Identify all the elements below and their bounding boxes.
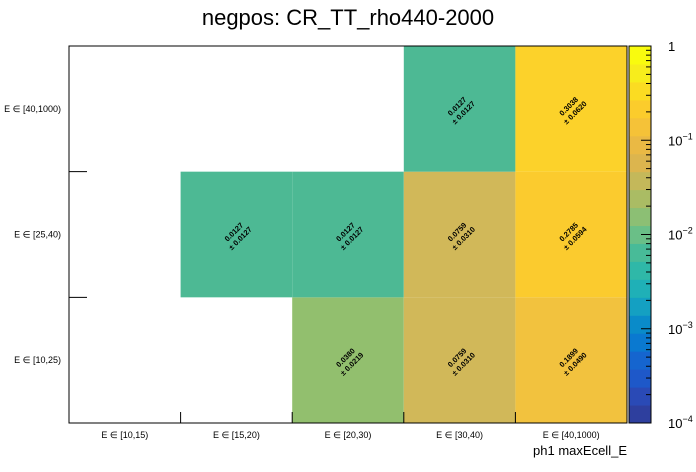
colorbar-tick-label: 10−4 [668,414,693,431]
colorbar-band [629,117,651,137]
colorbar-band [629,261,651,280]
colorbar-band [629,387,651,406]
heatmap-cell [515,171,627,298]
colorbar-tick-base: 1 [668,39,675,54]
heatmap-cell [292,171,404,298]
colorbar-band [629,351,651,370]
axes: E ∈ [10,15) E ∈ [15,20) E ∈ [20,30) E ∈ [30… [4,45,628,440]
colorbar-band [629,171,651,191]
heatmap-cell [515,297,627,423]
colorbar-tick-label: 10−2 [668,226,693,243]
heatmap-cell [403,297,516,423]
colorbar-tick-base: 10 [668,416,682,431]
colorbar-tick-base: 10 [668,228,682,243]
colorbar-band [629,189,651,209]
chart-title: negpos: CR_TT_rho440-2000 [202,5,494,30]
colorbar-band [629,315,651,334]
colorbar-band [629,63,651,83]
colorbar-band [629,99,651,119]
colorbar-tick-label: 10−1 [668,131,693,148]
colorbar-tick-label: 10−3 [668,320,693,337]
y-tick-label: E ∈ [10,25) [14,355,61,365]
x-tick-label: E ∈ [40,1000) [543,430,600,440]
color-scale-bar: 110−110−210−310−4 [628,39,693,431]
heatmap-cells [180,46,627,423]
colorbar-band [629,225,651,244]
heatmap-cell [292,297,404,423]
heatmap-cell [515,46,627,172]
colorbar-tick-exponent: −3 [682,320,692,330]
colorbar-band [629,153,651,173]
colorbar-tick-base: 10 [668,322,682,337]
colorbar-band [629,369,651,388]
colorbar-band [629,405,651,424]
x-axis-label: ph1 maxEcell_E [533,443,627,458]
x-tick-label: E ∈ [20,30) [325,430,372,440]
heatmap-cell [403,46,516,172]
heatmap-cell [403,171,516,298]
colorbar-band [629,297,651,316]
x-tick-label: E ∈ [30,40) [436,430,483,440]
y-tick-label: E ∈ [25,40) [14,230,61,240]
colorbar-band [629,243,651,262]
colorbar-tick-label: 1 [668,39,675,54]
colorbar-band [629,333,651,352]
colorbar-band [629,81,651,101]
heatmap-cell [180,171,293,298]
cell-value-label: 0.2785± 0.0594 [555,218,589,252]
x-tick-label: E ∈ [15,20) [213,430,260,440]
x-tick-label: E ∈ [10,15) [101,430,148,440]
colorbar-band [629,279,651,298]
y-tick-label: E ∈ [40,1000) [4,104,61,114]
colorbar-band [629,207,651,227]
colorbar-tick-exponent: −4 [682,414,692,424]
colorbar-tick-exponent: −2 [682,226,692,236]
colorbar-tick-exponent: −1 [682,131,692,141]
plot-frame [68,45,628,424]
colorbar-band [629,46,651,65]
colorbar-tick-base: 10 [668,133,682,148]
